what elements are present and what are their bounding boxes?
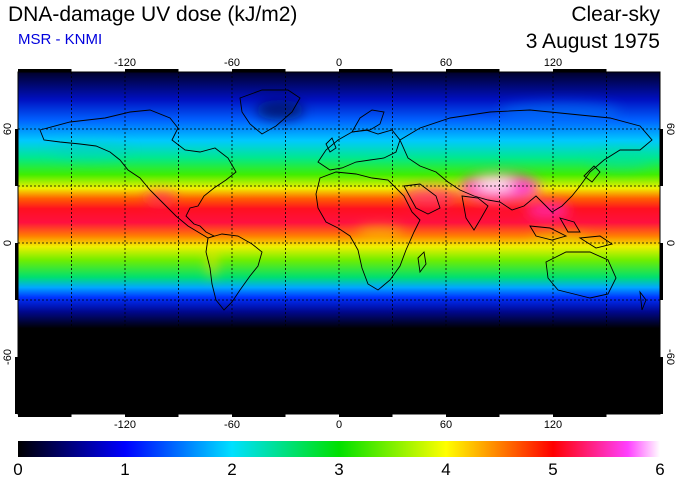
colorbar-tick-label: 3 bbox=[334, 460, 343, 479]
map-gridlines bbox=[18, 72, 660, 414]
lon-tick-label-bottom: 0 bbox=[336, 419, 342, 431]
colorbar: 0 1 2 3 4 5 6 bbox=[13, 441, 665, 479]
uv-dose-field bbox=[18, 72, 660, 414]
lon-tick-label-top: 120 bbox=[544, 57, 562, 69]
lon-tick-label-top: -60 bbox=[224, 57, 240, 69]
lat-tick-label-left: -60 bbox=[2, 349, 14, 365]
frame-segment bbox=[15, 357, 18, 414]
lat-tick-label-right: 60 bbox=[664, 123, 676, 135]
frame-segment bbox=[18, 414, 72, 417]
colorbar-gradient bbox=[18, 441, 660, 457]
frame-segment bbox=[339, 414, 393, 417]
map-border bbox=[15, 69, 663, 417]
colorbar-tick-label: 6 bbox=[655, 460, 664, 479]
frame-segment bbox=[15, 129, 18, 186]
frame-segment bbox=[125, 69, 179, 72]
frame-segment bbox=[553, 414, 607, 417]
frame-segment bbox=[446, 414, 500, 417]
lat-tick-label-left: 60 bbox=[2, 123, 14, 135]
sky-condition-label: Clear-sky bbox=[571, 3, 660, 26]
frame-segment bbox=[339, 69, 393, 72]
frame-segment bbox=[18, 69, 72, 72]
lon-tick-label-bottom: 60 bbox=[440, 419, 452, 431]
source-label: MSR - KNMI bbox=[18, 31, 103, 48]
colorbar-tick-label: 5 bbox=[548, 460, 557, 479]
lat-tick-label-right: 0 bbox=[664, 240, 676, 246]
colorbar-tick-label: 2 bbox=[227, 460, 236, 479]
frame-segment bbox=[125, 414, 179, 417]
frame-segment bbox=[232, 414, 286, 417]
map-title: DNA-damage UV dose (kJ/m2) bbox=[8, 3, 298, 26]
colorbar-tick-label: 0 bbox=[13, 460, 22, 479]
lon-tick-label-top: 0 bbox=[336, 57, 342, 69]
lon-tick-label-top: 60 bbox=[440, 57, 452, 69]
lon-tick-label-top: -120 bbox=[114, 57, 136, 69]
axis-tick-labels: -120 -120 -60 -60 0 0 60 60 120 120 60 0 -60 60 0 -60 bbox=[2, 57, 676, 431]
colorbar-labels: 0 1 2 3 4 5 6 bbox=[13, 460, 664, 479]
lat-tick-label-left: 0 bbox=[2, 240, 14, 246]
colorbar-tick-label: 4 bbox=[441, 460, 450, 479]
colorbar-tick-label: 1 bbox=[120, 460, 129, 479]
date-label: 3 August 1975 bbox=[525, 30, 660, 53]
lon-tick-label-bottom: -120 bbox=[114, 419, 136, 431]
frame-segment bbox=[15, 243, 18, 300]
lat-tick-label-right: -60 bbox=[664, 349, 676, 365]
coastlines bbox=[18, 89, 660, 401]
lon-tick-label-bottom: 120 bbox=[544, 419, 562, 431]
frame-segment bbox=[660, 129, 663, 186]
frame-segment bbox=[660, 357, 663, 414]
frame-segment bbox=[232, 69, 286, 72]
frame-segment bbox=[660, 243, 663, 300]
frame-segment bbox=[446, 69, 500, 72]
lon-tick-label-bottom: -60 bbox=[224, 419, 240, 431]
frame-segment bbox=[553, 69, 607, 72]
